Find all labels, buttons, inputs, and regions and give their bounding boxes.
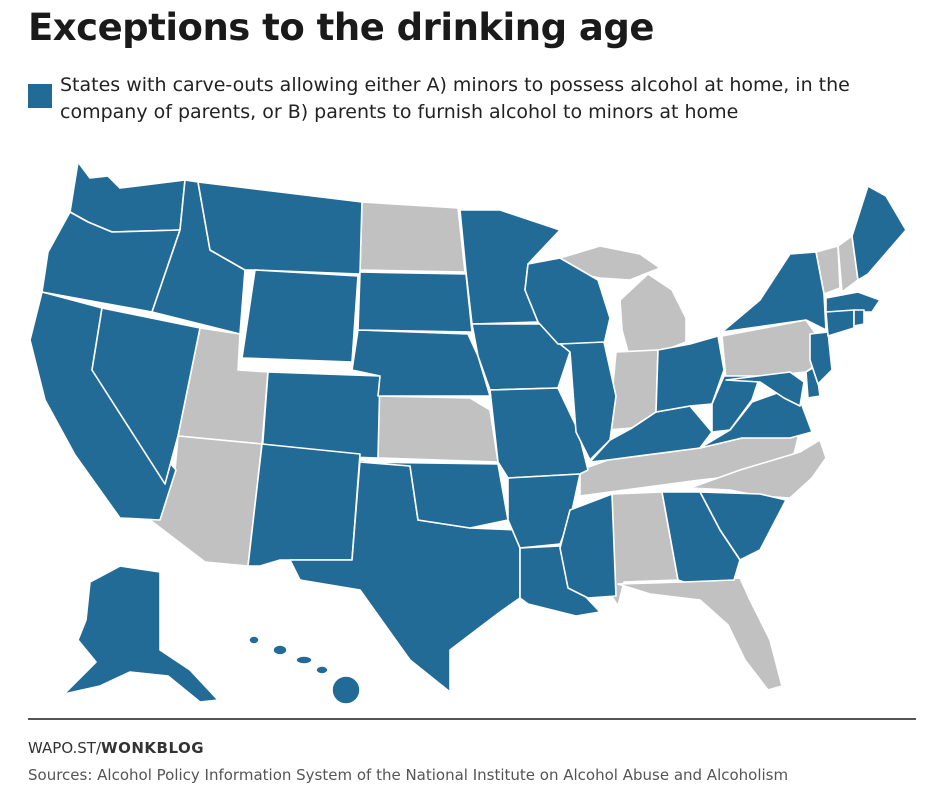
state-ne	[351, 329, 491, 397]
state-wy	[241, 269, 359, 363]
state-nm	[247, 443, 361, 567]
state-sd	[357, 271, 473, 333]
state-fl	[617, 577, 783, 691]
legend: States with carve-outs allowing either A…	[28, 72, 908, 126]
state-ar	[507, 473, 581, 549]
state-ga	[661, 491, 741, 583]
sources: Sources: Alcohol Policy Information Syst…	[28, 766, 789, 784]
state-ma	[825, 291, 881, 313]
state-ms	[559, 493, 617, 599]
state-ak	[63, 565, 219, 703]
state-nd	[359, 201, 466, 273]
state-ny	[721, 251, 827, 333]
state-nj	[809, 331, 833, 385]
state-hi	[248, 635, 361, 705]
state-md	[725, 371, 805, 407]
state-oh	[655, 335, 725, 413]
state-ri	[853, 309, 865, 327]
state-ok	[359, 461, 509, 529]
credit-prefix: WAPO.ST/	[28, 739, 102, 757]
map-title: Exceptions to the drinking age	[28, 6, 654, 49]
state-mi-lower	[619, 273, 687, 353]
state-ct	[825, 309, 855, 337]
state-co	[261, 371, 381, 459]
state-nv	[91, 307, 201, 485]
footer-divider	[28, 718, 916, 720]
state-me	[851, 185, 907, 281]
state-wv	[711, 375, 761, 433]
legend-label: States with carve-outs allowing either A…	[60, 74, 850, 123]
credit-name: WONKBLOG	[101, 739, 205, 757]
us-map	[29, 161, 907, 705]
legend-swatch	[28, 84, 52, 108]
state-mo	[489, 387, 589, 479]
state-ks	[377, 395, 499, 463]
credit: WAPO.ST/WONKBLOG	[28, 739, 204, 757]
